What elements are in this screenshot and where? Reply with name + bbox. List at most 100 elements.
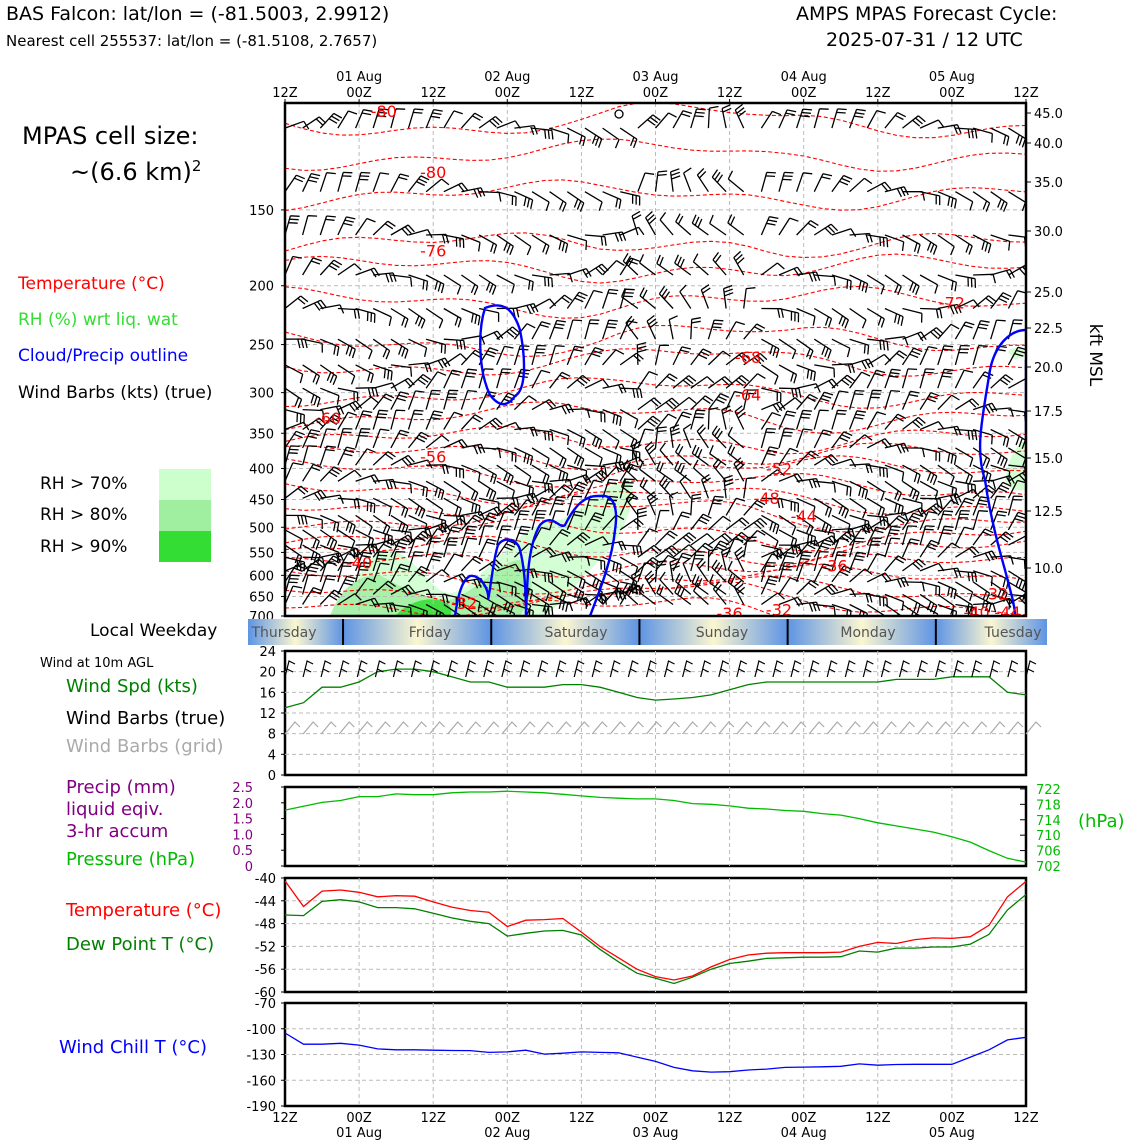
wind-barb bbox=[955, 191, 974, 211]
wind-barb bbox=[682, 557, 692, 583]
wind-barb bbox=[478, 417, 503, 431]
wind-barb bbox=[937, 525, 954, 546]
temperature-label: Temperature (°C) bbox=[66, 900, 222, 921]
wind-barb bbox=[655, 545, 680, 558]
wind-barb bbox=[848, 410, 866, 430]
true-wind-barb bbox=[772, 660, 784, 678]
wind-barb bbox=[813, 223, 839, 236]
wind-barb bbox=[849, 603, 869, 616]
wind-barb bbox=[972, 295, 997, 309]
wind-barb bbox=[567, 593, 588, 609]
wind-barb bbox=[655, 397, 680, 411]
wind-barb bbox=[461, 274, 479, 296]
wind-barb bbox=[795, 562, 813, 583]
wind-barb bbox=[813, 391, 834, 410]
wind-barb bbox=[584, 447, 603, 467]
profile-wind-barbs bbox=[285, 103, 1026, 616]
grid-wind-barb bbox=[935, 721, 952, 735]
wind-barb bbox=[496, 540, 517, 558]
wind-barb bbox=[884, 515, 908, 531]
wind-barb bbox=[566, 570, 586, 590]
true-wind-barb bbox=[356, 660, 368, 678]
isotherm-line bbox=[320, 597, 948, 616]
wind-barb bbox=[425, 371, 447, 389]
wind-barb bbox=[973, 479, 997, 490]
wind-barb bbox=[796, 514, 814, 536]
grid-wind-barb bbox=[392, 721, 409, 735]
wind-barb bbox=[884, 413, 907, 430]
wind-barb bbox=[355, 307, 376, 323]
isotherm-line bbox=[285, 138, 1026, 172]
wind-barb bbox=[285, 462, 303, 482]
wind-barb bbox=[514, 274, 534, 291]
wind-barb bbox=[372, 108, 389, 129]
pressure-tick-label: 500 bbox=[249, 521, 274, 536]
top-time-tick: 12Z bbox=[569, 86, 595, 101]
wind-barb bbox=[285, 430, 305, 449]
wind-barb bbox=[478, 512, 499, 531]
wind-barb bbox=[831, 588, 857, 598]
wind-barb bbox=[602, 466, 625, 482]
wind-barb bbox=[496, 326, 521, 340]
wind-barb bbox=[990, 191, 1008, 212]
wind-barb bbox=[584, 263, 609, 276]
wind-barb bbox=[778, 447, 799, 466]
wind-barb bbox=[390, 584, 415, 596]
wind-barb bbox=[637, 415, 661, 430]
wind-barb bbox=[672, 375, 697, 389]
wind-barb bbox=[619, 352, 644, 366]
wind-barb bbox=[727, 170, 745, 193]
grid-wind-barb bbox=[338, 721, 355, 735]
wind-barb bbox=[285, 174, 306, 193]
wind-barb bbox=[672, 552, 692, 572]
wind-barb bbox=[919, 464, 938, 486]
wind-barb bbox=[601, 288, 619, 309]
wind-barb bbox=[461, 480, 479, 502]
panel-ytick-label: -56 bbox=[255, 963, 276, 978]
wind-barb bbox=[390, 480, 413, 494]
wind-barb bbox=[549, 464, 569, 483]
wind-barb bbox=[831, 409, 847, 430]
panel-ytick-label: -190 bbox=[246, 1100, 276, 1115]
legend-rh: RH (%) wrt liq. wat bbox=[18, 310, 178, 330]
wind-barb bbox=[549, 234, 569, 253]
wind-barb bbox=[708, 532, 733, 546]
wind-barb bbox=[796, 450, 819, 466]
wind-barb bbox=[602, 428, 620, 450]
wind-barb bbox=[354, 410, 373, 430]
wind-barb bbox=[831, 458, 857, 468]
true-wind-barb bbox=[953, 660, 964, 678]
wind-barb bbox=[937, 234, 955, 256]
cell-size-exponent: 2 bbox=[191, 157, 202, 175]
weekday-label: Sunday bbox=[696, 625, 748, 641]
weekday-label: Tuesday bbox=[984, 625, 1042, 641]
true-wind-barb bbox=[718, 660, 730, 678]
bottom-date-label: 02 Aug bbox=[484, 1126, 530, 1140]
true-wind-barb bbox=[826, 660, 838, 678]
wind-barb bbox=[668, 315, 678, 340]
wind-barb bbox=[955, 428, 978, 441]
wind-barb bbox=[696, 424, 709, 449]
wind-barb bbox=[866, 438, 892, 449]
wind-barb bbox=[425, 389, 441, 410]
true-wind-barb bbox=[429, 660, 440, 678]
wind-barb bbox=[866, 109, 886, 129]
wind-barb bbox=[390, 514, 409, 535]
wind-barb bbox=[795, 409, 812, 430]
wind-barb bbox=[866, 411, 886, 430]
pressure-tick-label: 400 bbox=[249, 462, 274, 477]
wind-barb bbox=[990, 428, 1010, 448]
wind-barb bbox=[725, 517, 750, 531]
wind-barb bbox=[813, 429, 833, 449]
wind-barb bbox=[355, 338, 373, 360]
wind-barb bbox=[813, 108, 829, 129]
isotherm-line bbox=[285, 442, 1026, 471]
wind-barb bbox=[831, 108, 847, 129]
wind-barb bbox=[601, 495, 619, 516]
wind-barb bbox=[408, 338, 428, 357]
wind-barb bbox=[639, 460, 656, 482]
wind-barb bbox=[901, 525, 918, 546]
wind-barb bbox=[584, 191, 603, 211]
wind-barb bbox=[955, 398, 980, 411]
wind-barb bbox=[390, 108, 406, 129]
